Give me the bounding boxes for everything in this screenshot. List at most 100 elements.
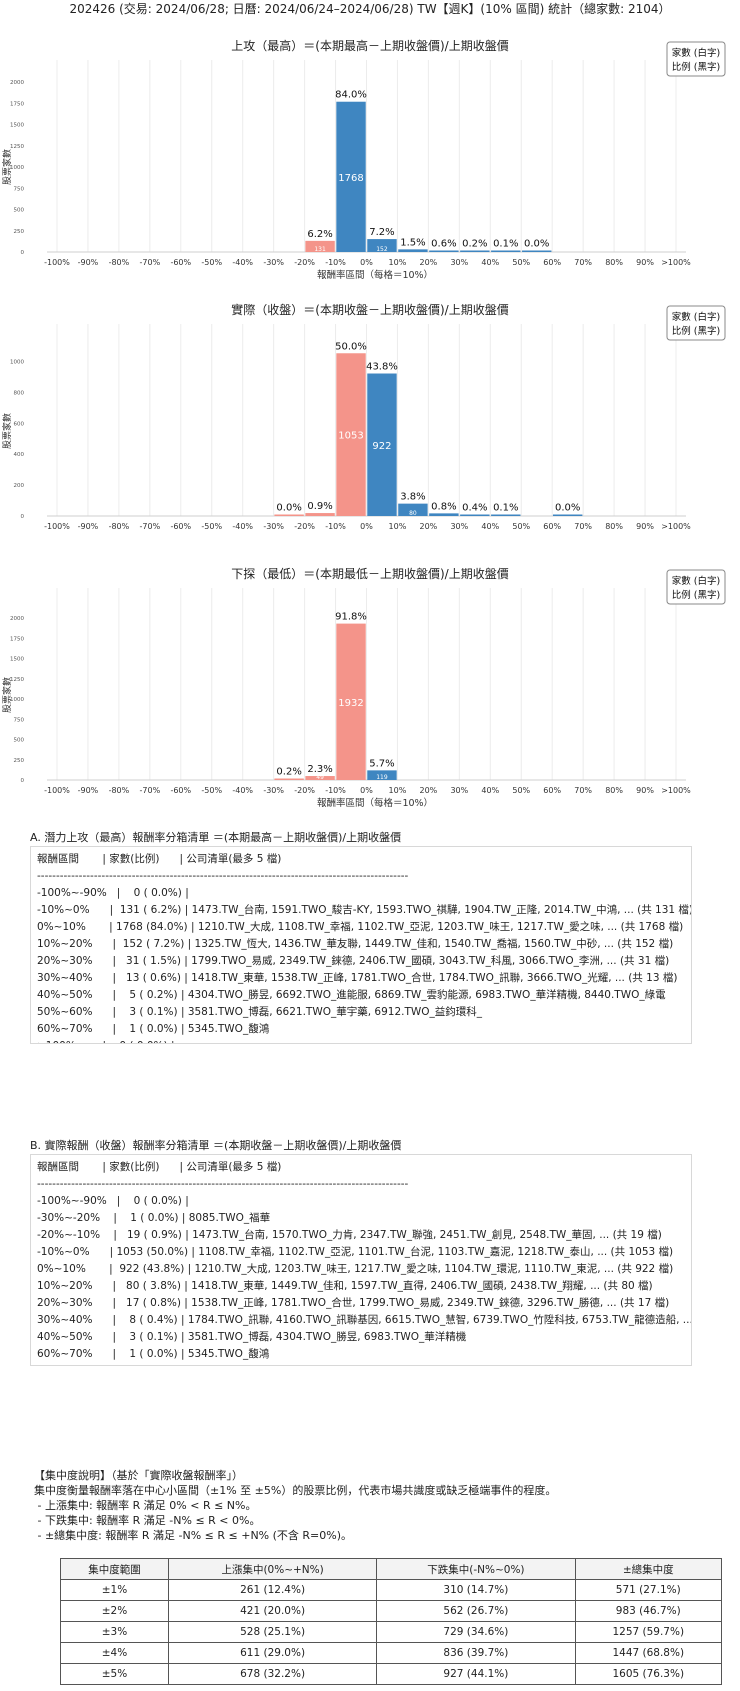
bar-percent-label: 91.8%: [335, 612, 367, 623]
x-tick-label: -60%: [170, 522, 191, 531]
chart-close: 實際（收盤）＝(本期收盤－上期收盤價)/上期收盤價 0 200 400 600 800 10…: [0, 296, 740, 558]
x-tick-label: 40%: [481, 522, 499, 531]
bar-percent-label: 0.6%: [431, 239, 456, 250]
bar-count-label: 1768: [338, 173, 363, 184]
table-cell: 983 (46.7%): [574, 1600, 723, 1622]
y-tick-label: 600: [14, 421, 25, 427]
bar-percent-label: 0.4%: [462, 503, 487, 514]
x-tick-label: -50%: [201, 522, 222, 531]
y-tick-label: 1000: [10, 697, 24, 703]
bar: [491, 250, 521, 252]
listing-line: -30%~-20% | 1 ( 0.0%) | 8085.TWO_福華: [37, 1212, 271, 1224]
concentration-title: 【集中度說明】（基於「實際收盤報酬率」）: [34, 1469, 243, 1482]
listing-line: 報酬區間 | 家數(比例) | 公司清單(最多 5 檔): [37, 1161, 282, 1173]
bar: [398, 503, 428, 516]
bar-percent-label: 3.8%: [400, 492, 425, 503]
chart-high-svg: 上攻（最高）＝(本期最高－上期收盤價)/上期收盤價 0 250 500 750 1000 1…: [1, 38, 726, 281]
bar-percent-label: 0.1%: [493, 503, 518, 514]
bar: [336, 101, 366, 252]
bar: [552, 514, 583, 516]
x-tick-label: 0%: [360, 786, 373, 795]
table-header-cell: 下跌集中(-N%~0%): [376, 1558, 576, 1580]
x-tick-label: 80%: [605, 258, 623, 267]
bar: [274, 514, 304, 516]
x-tick-label: -100%: [44, 258, 70, 267]
bar: [336, 353, 366, 516]
bar: [429, 513, 459, 516]
table-cell: 528 (25.1%): [167, 1621, 378, 1643]
x-tick-label: 30%: [450, 522, 468, 531]
table-row: ±1% 261 (12.4%) 310 (14.7%) 571 (27.1%): [60, 1579, 723, 1601]
listing-line: 0%~10% | 922 (43.8%) | 1210.TW_大成, 1203.…: [37, 1263, 674, 1275]
bar-count-label: 131: [314, 246, 326, 253]
bar-count-label: 152: [376, 246, 388, 253]
x-tick-label: -90%: [78, 522, 99, 531]
section-b-title: B. 實際報酬（收盤）報酬率分箱清單 ＝(本期收盤－上期收盤價)/上期收盤價: [30, 1139, 402, 1152]
bar-percent-label: 0.8%: [431, 501, 456, 512]
y-tick-label: 750: [14, 186, 25, 192]
chart-low-svg: 下探（最低）＝(本期最低－上期收盤價)/上期收盤價 0 250 500 750 1000 1…: [1, 567, 726, 809]
x-tick-label: >100%: [661, 786, 691, 795]
chart-title: 上攻（最高）＝(本期最高－上期收盤價)/上期收盤價: [231, 38, 508, 53]
listing-line: 60%~70% | 1 ( 0.0%) | 5345.TWO_馥鴻: [37, 1348, 270, 1360]
x-tick-label: -80%: [109, 258, 130, 267]
bar-percent-label: 0.1%: [493, 239, 518, 250]
x-tick-label: -20%: [294, 786, 315, 795]
x-tick-label: 80%: [605, 522, 623, 531]
x-tick-label: 90%: [636, 258, 654, 267]
table-header-cell: ±總集中度: [574, 1558, 723, 1580]
legend-box: [666, 41, 726, 77]
x-tick-label: -90%: [78, 786, 99, 795]
bar-count-label: 1053: [338, 431, 363, 442]
concentration-table-body: ±1% 261 (12.4%) 310 (14.7%) 571 (27.1%) ±2% 4…: [60, 1579, 723, 1685]
table-cell: 421 (20.0%): [167, 1600, 378, 1622]
y-tick-label: 2000: [10, 616, 24, 622]
x-tick-label: -30%: [263, 786, 284, 795]
bar-percent-label: 0.2%: [276, 767, 301, 778]
listing-line: 20%~30% | 17 ( 0.8%) | 1538.TW_正峰, 1781.…: [37, 1297, 670, 1309]
table-row: ±3% 528 (25.1%) 729 (34.6%) 1257 (59.7%): [60, 1621, 723, 1643]
bar-percent-label: 0.0%: [555, 503, 580, 514]
concentration-bullets: - 上漲集中: 報酬率 R 滿足 0% < R ≤ N%。 - 下跌集中: 報酬…: [34, 1498, 724, 1543]
y-axis-label: 股票家數: [1, 149, 13, 185]
table-cell: 261 (12.4%): [167, 1579, 378, 1601]
y-tick-label: 750: [14, 717, 25, 723]
x-tick-label: -100%: [44, 786, 70, 795]
listing-line: 10%~20% | 152 ( 7.2%) | 1325.TW_恆大, 1436…: [37, 938, 674, 950]
x-tick-label: -10%: [325, 786, 346, 795]
x-tick-label: -90%: [78, 258, 99, 267]
legend-note-text: 比例 (黑字): [672, 61, 720, 73]
table-cell: 729 (34.6%): [376, 1621, 576, 1643]
y-axis-label: 股票家數: [1, 413, 13, 449]
y-tick-label: 2000: [10, 80, 24, 86]
x-tick-label: 30%: [450, 786, 468, 795]
y-tick-label: 1000: [10, 165, 24, 171]
x-tick-label: -70%: [140, 786, 161, 795]
bar-percent-label: 1.5%: [400, 237, 425, 248]
listing-line: -100%~-90% | 0 ( 0.0%) |: [37, 1195, 189, 1207]
bar: [367, 770, 397, 780]
x-tick-label: -40%: [232, 258, 253, 267]
table-cell: 1605 (76.3%): [574, 1663, 723, 1685]
x-tick-label: -60%: [170, 258, 191, 267]
concentration-table: 集中度範圍 上漲集中(0%~+N%) 下跌集中(-N%~0%) ±總集中度 ±1% 26…: [60, 1558, 723, 1685]
table-cell: 678 (32.2%): [167, 1663, 378, 1685]
bar-percent-label: 0.9%: [307, 501, 332, 512]
listing-line: 30%~40% | 13 ( 0.6%) | 1418.TW_東華, 1538.…: [37, 972, 678, 984]
y-tick-label: 1000: [10, 359, 24, 365]
x-tick-label: -50%: [201, 786, 222, 795]
table-cell: 1447 (68.8%): [574, 1642, 723, 1664]
y-tick-label: 250: [14, 758, 25, 764]
table-cell: ±1%: [60, 1579, 169, 1601]
legend-note-text: 家數 (白字): [672, 47, 720, 59]
x-tick-label: 60%: [543, 258, 561, 267]
legend-box: [666, 569, 726, 605]
x-tick-label: 50%: [512, 258, 530, 267]
x-tick-label: 40%: [481, 786, 499, 795]
bar-percent-label: 0.0%: [276, 503, 301, 514]
y-tick-label: 1250: [10, 677, 24, 683]
bar: [274, 778, 304, 780]
x-tick-label: -100%: [44, 522, 70, 531]
x-axis-label: 報酬率區間（每格＝10%）: [317, 269, 433, 281]
section-b-listing: 報酬區間 | 家數(比例) | 公司清單(最多 5 檔) ------------…: [30, 1154, 692, 1366]
